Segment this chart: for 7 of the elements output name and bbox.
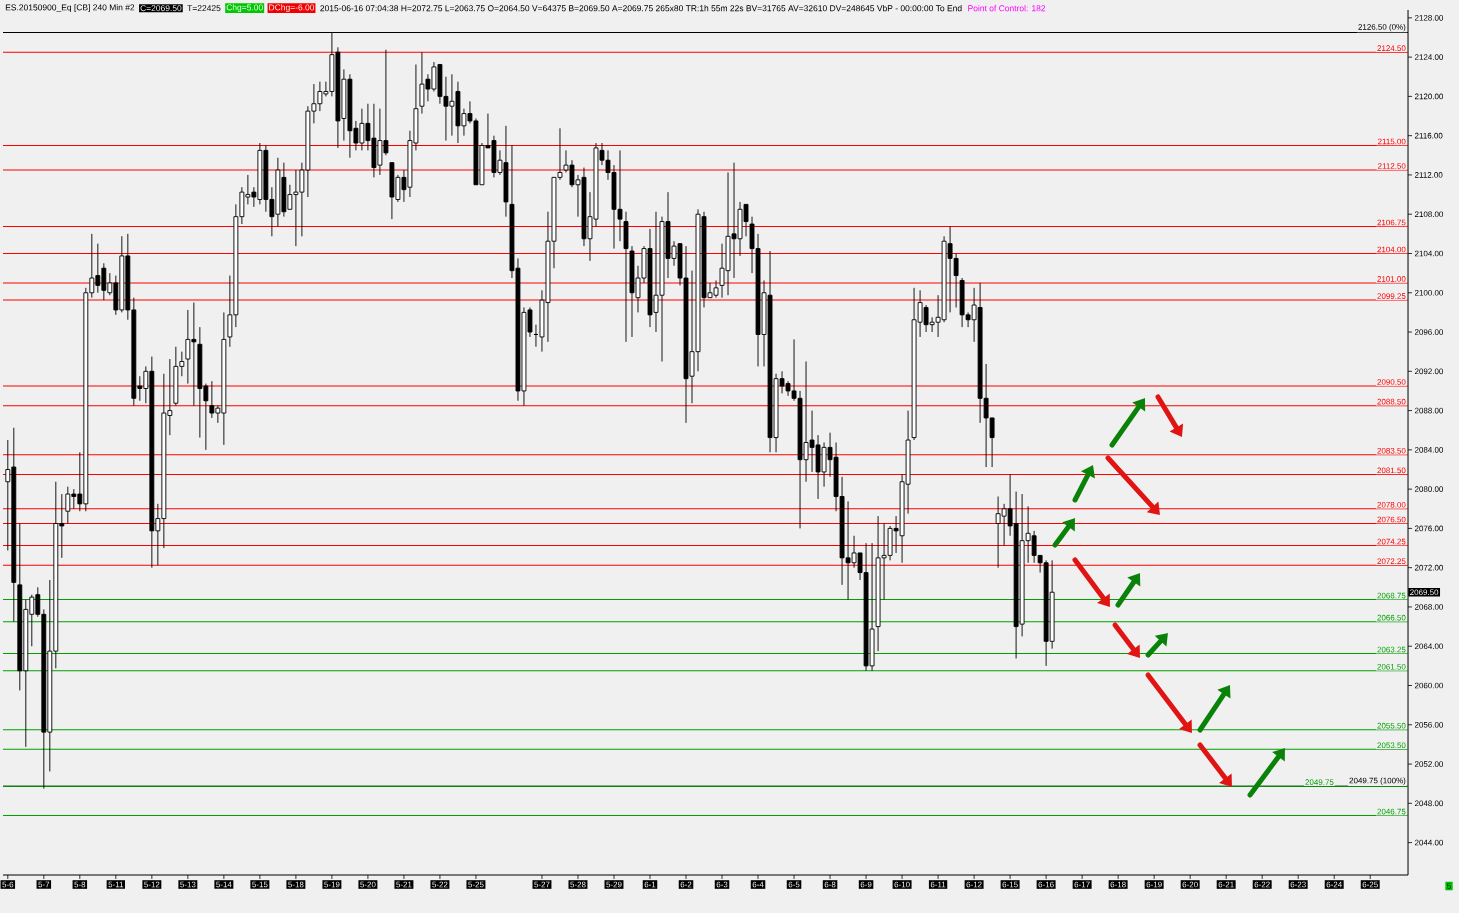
- annotation: Chg=5.00: [226, 4, 263, 13]
- annotation: DChg=-6.00: [269, 4, 315, 13]
- annotation: 2015-06-16 07:04:38 H=2072.75 L=2063.75 O=2064.50 V=64375 B=2069.50 A=2069.75 265x80 TR:1h 55m 22s BV=31765 AV=32610 DV=248645 VbP - 00:00:00 To End: [320, 5, 962, 12]
- annotation: T=22425: [187, 5, 221, 12]
- chart-title: ES.20150900_Eq [CB] 240 Min #2: [5, 4, 135, 13]
- annotation: Point of Control: 182: [968, 5, 1046, 12]
- annotation: C=2069.50: [140, 5, 182, 12]
